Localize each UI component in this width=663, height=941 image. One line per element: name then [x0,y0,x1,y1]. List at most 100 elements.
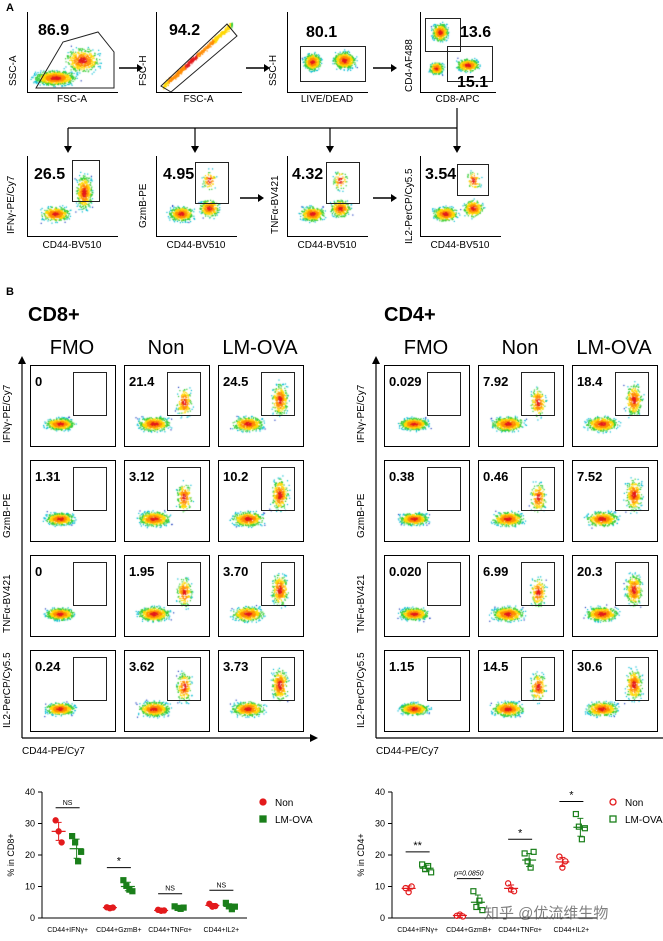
readout1-ylabel: IFNγ-PE/Cy7 [6,175,17,234]
cd8-dot-chart: 0 10 20 30 40 % in CD8+ CD44+IFNγ+ NS CD44+GzmB+… [6,787,313,934]
cd4-chart-point-lmova [428,869,435,876]
cd4-flow-plot-value: 0.38 [389,469,415,484]
cd4-axis-arrows [372,356,663,739]
gating-plot-2: 94.2 [156,12,242,93]
cd8-column-title: LM-OVA [222,337,298,359]
cd8-chart-y-tick-label: 0 [30,913,35,923]
cd8-title: CD8+ [28,304,80,326]
cd8-flow-plot-gate [167,657,201,701]
cd4-flow-plot-gate [521,467,555,511]
cd8-flow-plot-value: 3.70 [223,564,249,579]
cd8-flow-plot: 10.2 [218,460,304,542]
cd8-chart-point-lmova [120,877,127,884]
arrow-a5 [373,194,397,202]
cd8-flow-plot: 0 [30,555,116,637]
arrow-a4 [240,194,264,202]
gate3-xlabel: LIVE/DEAD [300,94,354,105]
readout-plot-4-dots [421,156,501,236]
cd4-chart-category-label: CD44+GzmB+ [446,927,492,934]
readout-plot-1: 26.5 [27,156,118,237]
cd4-chart-y-label: % in CD4+ [356,833,366,876]
readout-plot-2: 4.95 [156,156,237,237]
arrow-a2 [246,64,270,72]
cd8-chart-legend-label: Non [275,798,293,809]
cd4-chart-sig-label: * [569,789,574,801]
cd4-row-ylabel: TNFα-BV421 [356,574,367,633]
cd8-chart-y-tick-label: 20 [25,850,35,860]
cd4-flow-plot-gate [615,372,649,416]
cd8-column-title: Non [147,337,185,359]
cd4-row-ylabel: IFNγ-PE/Cy7 [356,384,367,443]
cd4-chart-category-label: CD44+IFNγ+ [397,927,438,934]
cd4-chart-point-non [459,913,467,920]
cd8-chart-y-tick-label: 10 [25,882,35,892]
panel-b-letter: B [6,286,14,298]
cd4-flow-plot-value: 18.4 [577,374,603,389]
cd4-chart-point-lmova [479,907,486,914]
cd8-chart-legend-marker-lmova [259,815,267,823]
cd4-flow-plot: 0.46 [478,460,564,542]
cd4-chart-legend-label: LM-OVA [625,815,663,826]
cd8-flow-plot-gate [261,657,295,701]
cd8-chart-sig-label: * [117,856,122,868]
readout-plot-1-gate [72,160,100,202]
gating-plot-1-value: 86.9 [38,22,70,39]
cd4-flow-plot: 0.38 [384,460,470,542]
cd8-chart-legend-marker-non [259,798,267,806]
cd4-title: CD4+ [384,304,436,326]
cd8-column-title: FMO [49,337,95,359]
cd8-flow-plot: 1.95 [124,555,210,637]
gate3-ylabel: SSC-H [268,54,279,86]
cd4-flow-plot-gate [521,657,555,701]
panel-a-connectors [64,108,461,153]
cd8-flow-plot-gate [261,562,295,606]
cd4-chart-point-lmova [530,848,537,855]
cd4-column-title: LM-OVA [576,337,652,359]
cd8-flow-plot-value: 3.62 [129,659,155,674]
cd4-flow-plot: 1.15 [384,650,470,732]
cd8-flow-plot: 0.24 [30,650,116,732]
readout3-ylabel: TNFα-BV421 [270,175,281,234]
cd4-flow-plot-value: 7.52 [577,469,603,484]
cd8-row-ylabel: IFNγ-PE/Cy7 [2,384,13,443]
gating-plot-2-gate [160,23,238,92]
cd8-flow-plot: 3.12 [124,460,210,542]
cd8-flow-plot-gate [167,372,201,416]
cd4-flow-plot: 18.4 [572,365,658,447]
cd4-chart-point-lmova [572,810,579,818]
cd8-flow-plot: 21.4 [124,365,210,447]
cd8-flow-plot-gate [167,467,201,511]
cd8-flow-plot-value: 3.73 [223,659,249,674]
gating-plot-1-gate [35,31,115,89]
cd4-flow-plot-value: 30.6 [577,659,603,674]
cd8-chart-category-label: CD44+GzmB+ [96,927,142,934]
readout-plot-4-gate [457,164,489,196]
cd4-chart-legend-marker-non [609,798,617,806]
cd4-flow-plot-value: 0.46 [483,469,509,484]
arrow-a1 [119,64,143,72]
gate2-xlabel: FSC-A [183,94,214,105]
cd4-flow-plot-value: 1.15 [389,659,415,674]
cd4-flow-plot: 0.020 [384,555,470,637]
cd8-flow-plot: 0 [30,365,116,447]
cd8-xlabel: CD44-PE/Cy7 [22,746,85,757]
readout-plot-1-value: 26.5 [34,166,66,183]
cd8-chart-sig-label: NS [165,886,175,893]
gating-plot-3-gate [300,46,366,82]
watermark: 知乎 @优流维生物 [484,905,609,922]
cd4-chart-point-non [510,888,518,895]
readout-plot-3-dots [288,156,368,236]
cd8-row-ylabel: GzmB-PE [2,493,13,538]
cd8-axis-arrows [18,356,318,742]
cd4-flow-plot: 30.6 [572,650,658,732]
cd8-flow-plot: 3.62 [124,650,210,732]
cd4-chart-point-lmova [527,864,534,871]
readout-plot-3: 4.32 [287,156,368,237]
cd4-chart-sig-label: * [518,827,523,839]
cd4-chart-point-lmova [470,888,477,895]
cd4-flow-plot-gate [427,562,461,606]
gate1-ylabel: SSC-A [8,55,19,86]
cd8-flow-plot-value: 24.5 [223,374,249,389]
cd8-flow-plot-gate [73,467,107,511]
